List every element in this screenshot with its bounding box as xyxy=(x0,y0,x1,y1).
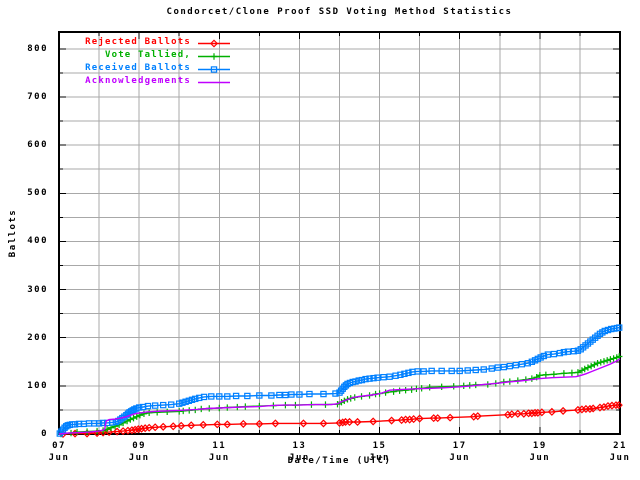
y-tick-label: 800 xyxy=(27,43,48,54)
y-tick-label: 300 xyxy=(27,284,48,295)
y-tick-label: 500 xyxy=(27,188,48,199)
legend: Rejected Ballots Vote Tallied, Received … xyxy=(61,35,232,87)
x-tick-label: 07 Jun xyxy=(48,441,70,463)
chart-title: Condorcet/Clone Proof SSD Voting Method … xyxy=(166,7,513,17)
x-tick-label: 19 Jun xyxy=(529,441,551,463)
square-marker-icon xyxy=(196,61,232,74)
x-axis-label: Date/Time (UTC) xyxy=(287,456,392,466)
legend-label: Received Ballots xyxy=(85,62,191,73)
legend-item-rejected-ballots: Rejected Ballots xyxy=(61,35,232,48)
y-tick-label: 400 xyxy=(27,236,48,247)
x-tick-label: 09 Jun xyxy=(128,441,150,463)
legend-label: Rejected Ballots xyxy=(85,36,191,47)
legend-item-received-ballots: Received Ballots xyxy=(61,61,232,74)
y-axis-label: Ballots xyxy=(8,208,18,258)
legend-item-vote-tallied: Vote Tallied, xyxy=(61,48,232,61)
series-acknowledgements xyxy=(58,358,621,435)
x-tick-label: 21 Jun xyxy=(609,441,631,463)
legend-item-acknowledgements: Acknowledgements xyxy=(61,74,232,87)
x-tick-label: 13 Jun xyxy=(289,441,310,463)
y-tick-label: 100 xyxy=(27,380,48,391)
diamond-marker-icon xyxy=(196,35,232,48)
legend-label: Vote Tallied, xyxy=(104,49,191,60)
legend-label: Acknowledgements xyxy=(85,75,191,86)
y-tick-label: 600 xyxy=(27,140,48,151)
line-sample-icon xyxy=(196,74,232,87)
x-tick-label: 11 Jun xyxy=(208,441,230,463)
plus-marker-icon xyxy=(196,48,232,61)
series-rejected-ballots xyxy=(58,401,623,439)
y-tick-label: 700 xyxy=(27,91,48,102)
y-tick-label: 200 xyxy=(27,332,48,343)
y-tick-label: 0 xyxy=(41,429,48,439)
x-tick-label: 17 Jun xyxy=(449,441,471,463)
x-tick-label: 15 Jun xyxy=(369,441,390,463)
